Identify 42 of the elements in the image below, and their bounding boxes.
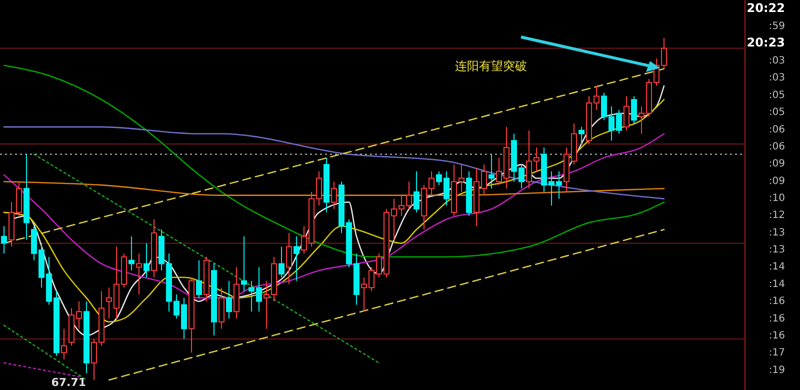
- text: :16: [768, 296, 785, 308]
- text: :09: [768, 176, 785, 187]
- candlestick: [294, 236, 300, 282]
- candlestick: [488, 154, 494, 189]
- candlestick: [414, 170, 420, 213]
- text: :19: [768, 364, 785, 376]
- text: :16: [768, 313, 785, 324]
- text: :10: [768, 193, 785, 204]
- text: :13: [768, 227, 785, 238]
- candlestick: [241, 236, 247, 292]
- candlestick: [286, 232, 292, 285]
- text: :06: [768, 124, 785, 136]
- text: :09: [768, 158, 785, 170]
- text: :06: [768, 141, 785, 152]
- annotation: 67.71: [51, 376, 86, 389]
- candlestick: [1, 226, 7, 254]
- candlestick: [61, 328, 67, 360]
- candlestick: [578, 126, 584, 145]
- text: :14: [768, 278, 785, 290]
- candlestick: [278, 246, 284, 278]
- text: :03: [768, 72, 785, 84]
- annotation: 连阳有望突破: [455, 59, 527, 73]
- text: :12: [768, 210, 785, 222]
- candlestick: [196, 260, 202, 298]
- text: :05: [768, 90, 785, 101]
- candlestick: [624, 96, 630, 131]
- candlestick: [226, 280, 232, 319]
- candlestick: [136, 252, 142, 295]
- candlestick: [331, 181, 337, 210]
- text: :17: [768, 348, 785, 359]
- text: :05: [768, 107, 785, 118]
- text: :16: [768, 330, 785, 342]
- text: 20:22: [746, 1, 785, 15]
- candlestick: [144, 242, 150, 278]
- text: 20:23: [746, 35, 785, 50]
- text: :03: [768, 56, 785, 67]
- candlestick: [631, 96, 637, 124]
- candlestick: [218, 287, 224, 330]
- candlestick: [128, 236, 134, 272]
- text: :14: [768, 262, 785, 273]
- text: :59: [768, 21, 785, 32]
- text: :13: [768, 244, 785, 256]
